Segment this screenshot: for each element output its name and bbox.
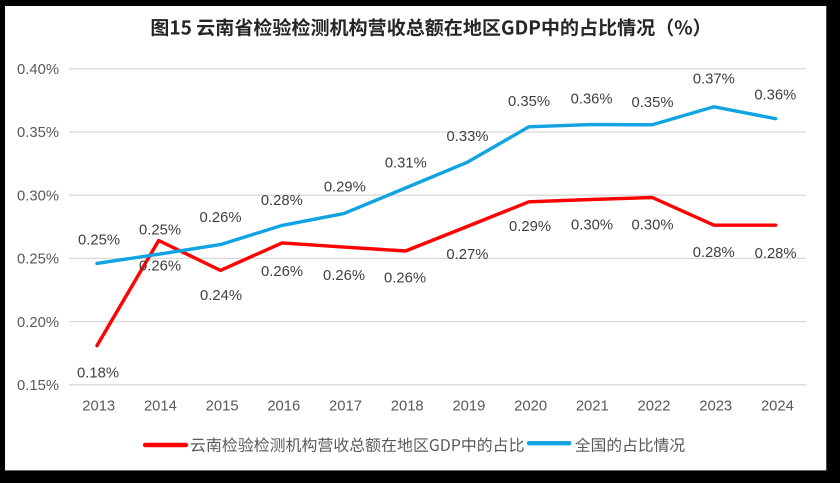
svg-text:0.28%: 0.28% [261, 193, 303, 209]
svg-text:0.15%: 0.15% [17, 378, 59, 394]
svg-text:0.29%: 0.29% [509, 219, 551, 235]
svg-text:0.33%: 0.33% [447, 129, 489, 145]
svg-text:0.30%: 0.30% [571, 218, 613, 234]
svg-text:0.30%: 0.30% [632, 217, 674, 233]
svg-text:2014: 2014 [144, 399, 177, 415]
svg-text:0.28%: 0.28% [755, 246, 797, 262]
svg-text:2021: 2021 [576, 399, 609, 415]
svg-text:2015: 2015 [206, 399, 239, 415]
svg-text:0.26%: 0.26% [139, 259, 181, 275]
svg-text:0.36%: 0.36% [571, 92, 613, 108]
svg-text:0.37%: 0.37% [693, 71, 735, 87]
svg-text:2016: 2016 [267, 399, 300, 415]
svg-text:2018: 2018 [391, 399, 424, 415]
svg-text:0.30%: 0.30% [17, 188, 59, 204]
svg-text:0.29%: 0.29% [324, 179, 366, 195]
svg-text:0.26%: 0.26% [384, 271, 426, 287]
svg-text:0.20%: 0.20% [17, 315, 59, 331]
svg-text:2019: 2019 [452, 399, 485, 415]
svg-text:0.27%: 0.27% [446, 247, 488, 263]
svg-text:2022: 2022 [638, 399, 671, 415]
svg-text:0.36%: 0.36% [754, 88, 796, 104]
svg-text:0.31%: 0.31% [385, 156, 427, 172]
svg-text:2020: 2020 [514, 399, 547, 415]
svg-text:0.40%: 0.40% [17, 62, 59, 78]
svg-text:2024: 2024 [761, 399, 794, 415]
svg-text:0.25%: 0.25% [17, 252, 59, 268]
svg-text:0.25%: 0.25% [139, 223, 181, 239]
svg-text:0.28%: 0.28% [693, 245, 735, 261]
svg-text:0.25%: 0.25% [78, 233, 120, 249]
svg-text:0.24%: 0.24% [200, 288, 242, 304]
svg-text:2013: 2013 [82, 399, 115, 415]
svg-text:0.26%: 0.26% [200, 210, 242, 226]
svg-text:0.35%: 0.35% [632, 95, 674, 111]
svg-text:2023: 2023 [699, 399, 732, 415]
svg-text:0.18%: 0.18% [77, 366, 119, 382]
svg-text:2017: 2017 [329, 399, 362, 415]
svg-text:0.26%: 0.26% [323, 268, 365, 284]
svg-text:0.26%: 0.26% [261, 264, 303, 280]
svg-text:0.35%: 0.35% [17, 125, 59, 141]
svg-text:0.35%: 0.35% [508, 94, 550, 110]
